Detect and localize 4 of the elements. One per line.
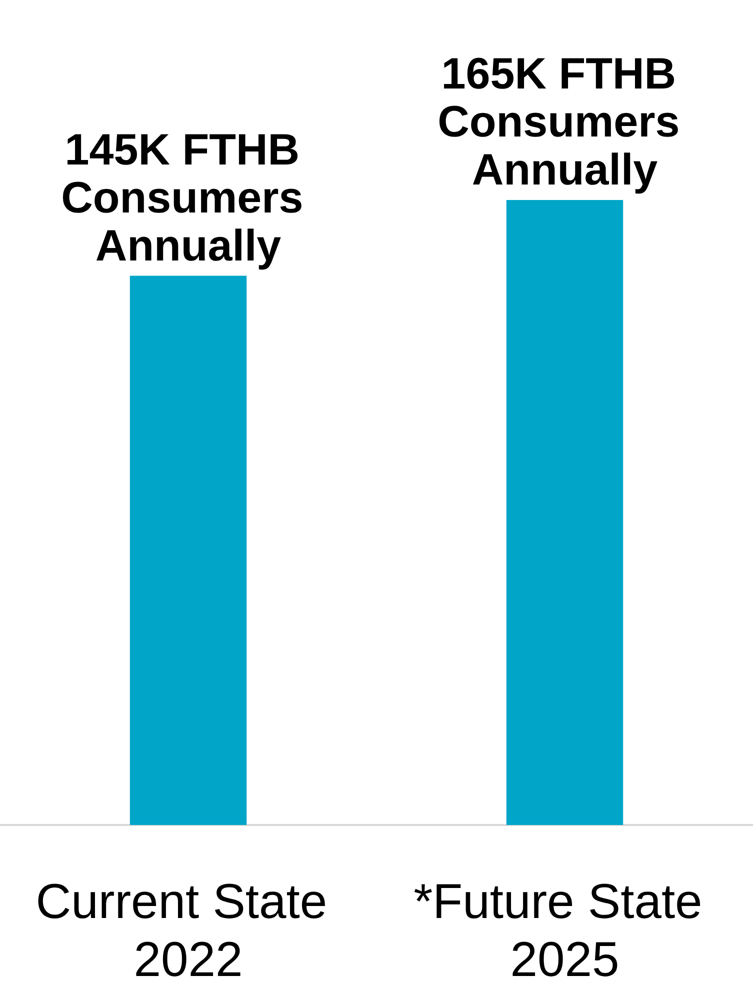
x-tick-label: *Future State 2025 bbox=[414, 875, 716, 987]
data-label: 165K FTHB Consumers Annually bbox=[438, 50, 692, 194]
data-label: 145K FTHB Consumers Annually bbox=[61, 125, 316, 270]
x-tick-label: Current State 2022 bbox=[36, 875, 341, 987]
